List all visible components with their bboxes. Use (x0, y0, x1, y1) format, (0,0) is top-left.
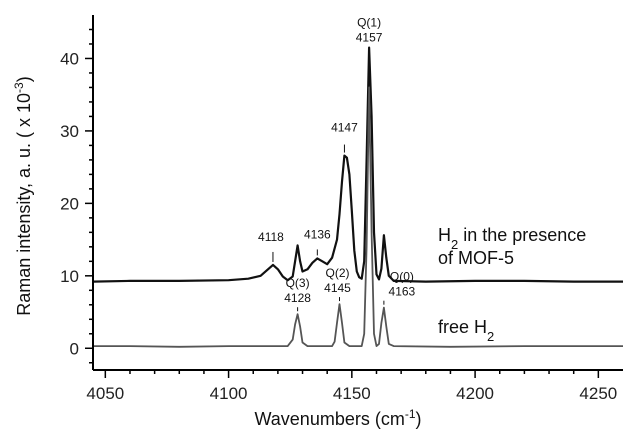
y-tick-label: 40 (60, 49, 79, 68)
x-tick-label: 4250 (579, 384, 617, 403)
y-tick-label: 20 (60, 194, 79, 213)
x-tick-label: 4150 (333, 384, 371, 403)
y-tick-label: 30 (60, 122, 79, 141)
y-tick-label: 0 (70, 339, 79, 358)
x-tick-label: 4100 (210, 384, 248, 403)
y-tick-label: 10 (60, 267, 79, 286)
peak-label-value: 4163 (389, 285, 416, 299)
peak-label-value: 4157 (356, 31, 383, 45)
peak-label-value: 4147 (331, 121, 358, 135)
peak-label-value: 4118 (258, 230, 284, 244)
x-tick-label: 4050 (86, 384, 124, 403)
series-line-free (93, 87, 623, 346)
peak-label-name: Q(1) (357, 16, 381, 30)
peak-label-name: Q(2) (326, 266, 350, 280)
series-line-mof (93, 48, 623, 282)
x-tick-label: 4200 (456, 384, 494, 403)
x-axis-title: Wavenumbers (cm-1) (254, 407, 421, 429)
y-axis-title: Raman intensity, a. u. ( x 10-3) (12, 76, 34, 315)
peak-label-name: Q(3) (286, 276, 310, 290)
peak-label-value: 4145 (324, 281, 351, 295)
free-series-label: free H2 (438, 317, 494, 344)
peak-label-name: Q(0) (390, 270, 414, 284)
mof-series-label-line2: of MOF-5 (438, 248, 514, 268)
peak-label-value: 4128 (284, 291, 311, 305)
peak-label-value: 4136 (304, 227, 331, 241)
